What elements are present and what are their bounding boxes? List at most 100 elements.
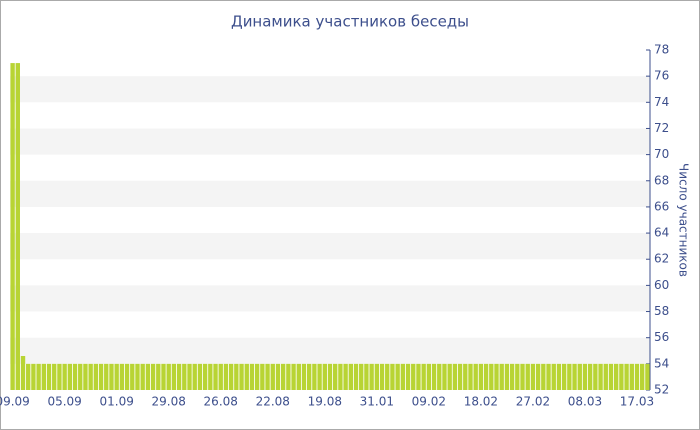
x-tick-label: 08.03: [568, 395, 602, 409]
x-tick-label: 01.09: [99, 395, 133, 409]
bar: [343, 363, 348, 390]
bar: [509, 363, 515, 390]
bar: [572, 363, 577, 390]
bar: [483, 363, 489, 390]
bar: [197, 363, 203, 390]
bar: [26, 363, 31, 390]
bar: [109, 363, 114, 390]
bar: [239, 363, 244, 390]
bar: [327, 363, 333, 390]
bar: [421, 363, 426, 390]
bar: [15, 63, 20, 390]
bar: [213, 363, 218, 390]
bar: [353, 363, 359, 390]
bar: [379, 363, 385, 390]
bar: [72, 363, 78, 390]
x-tick-label: 17.03: [620, 395, 654, 409]
bar: [608, 363, 614, 390]
bar: [582, 363, 588, 390]
bar: [312, 363, 317, 390]
bar: [286, 363, 291, 390]
bar: [489, 363, 494, 390]
bar: [593, 363, 598, 390]
y-tick-label: 58: [654, 304, 669, 318]
bar: [140, 363, 145, 390]
grid-band: [10, 285, 650, 312]
bar: [359, 363, 364, 390]
bar: [551, 363, 556, 390]
bar: [400, 363, 406, 390]
bar: [260, 363, 265, 390]
bar: [234, 363, 239, 390]
bar: [504, 363, 510, 390]
y-tick-label: 52: [654, 383, 669, 397]
bar: [52, 363, 57, 390]
bar: [411, 363, 416, 390]
y-tick-label: 56: [654, 330, 669, 344]
bar: [530, 363, 536, 390]
bar: [369, 363, 374, 390]
bar: [150, 363, 156, 390]
bar: [385, 363, 390, 390]
bar: [613, 363, 619, 390]
y-tick-label: 78: [654, 43, 669, 57]
bar: [478, 363, 484, 390]
bar: [119, 363, 125, 390]
bar: [291, 363, 296, 390]
bar: [171, 363, 177, 390]
bar: [561, 363, 567, 390]
y-tick-label: 68: [654, 173, 669, 187]
bar: [208, 363, 213, 390]
grid-band: [10, 180, 650, 207]
bar: [187, 363, 192, 390]
bar: [62, 363, 67, 390]
bar: [57, 363, 62, 390]
bar: [431, 363, 437, 390]
bar: [447, 363, 452, 390]
grid-band: [10, 337, 650, 364]
bar: [20, 356, 26, 390]
y-tick-label: 74: [654, 95, 669, 109]
bar: [499, 363, 504, 390]
bar: [124, 363, 130, 390]
bar: [296, 363, 301, 390]
x-tick-label: 26.08: [204, 395, 238, 409]
bar: [457, 363, 463, 390]
bar: [535, 363, 541, 390]
bar: [192, 363, 197, 390]
x-tick-label: 27.02: [516, 395, 550, 409]
bar: [46, 363, 52, 390]
y-tick-label: 70: [654, 147, 669, 161]
bar: [41, 363, 47, 390]
bar: [452, 363, 458, 390]
y-tick-label: 72: [654, 121, 669, 135]
bar: [67, 363, 73, 390]
bar: [228, 363, 234, 390]
y-tick-label: 54: [654, 356, 669, 370]
bar: [348, 363, 353, 390]
bar: [78, 363, 83, 390]
x-tick-label: 19.08: [308, 395, 342, 409]
x-tick-label: 29.08: [152, 395, 186, 409]
bar: [88, 363, 93, 390]
bar: [270, 363, 275, 390]
x-tick-label: 05.09: [47, 395, 81, 409]
bar: [463, 363, 468, 390]
bar: [202, 363, 208, 390]
bar: [598, 363, 603, 390]
bands: [10, 76, 650, 364]
bar: [114, 363, 119, 390]
bar: [36, 363, 41, 390]
bar: [317, 363, 322, 390]
bar: [301, 363, 307, 390]
grid-band: [10, 76, 650, 103]
bar: [556, 363, 562, 390]
bar: [307, 363, 312, 390]
bar: [145, 363, 151, 390]
bar: [10, 63, 15, 390]
bar: [426, 363, 432, 390]
bar: [364, 363, 369, 390]
bar: [640, 363, 645, 390]
x-tick-label: 22.08: [256, 395, 290, 409]
bar: [161, 363, 166, 390]
